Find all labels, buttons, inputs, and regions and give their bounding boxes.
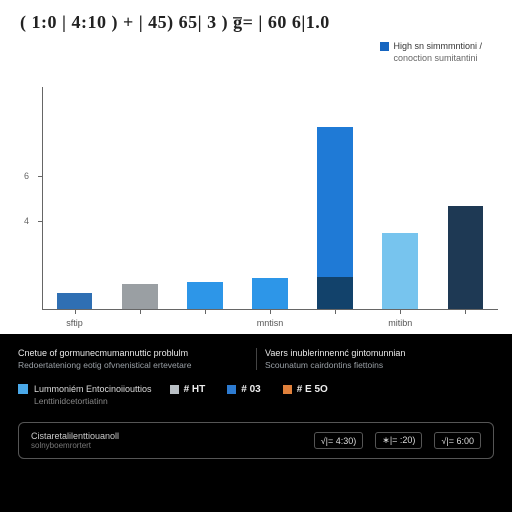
bar-base xyxy=(317,276,353,309)
bar xyxy=(382,233,418,309)
bar xyxy=(187,282,223,309)
panel-row-legend: Lummoniém Entocinoiiouttios Lenttinidcet… xyxy=(18,384,494,406)
chart-legend: High sn simmmntioni / conoction sumitant… xyxy=(380,41,482,64)
stat-label: # E 5O xyxy=(297,384,328,395)
chip-text: √|= 4:30) xyxy=(321,436,357,446)
y-tick-label: 6 xyxy=(24,171,29,181)
bar-plot: 46sftipmntisnmitibn xyxy=(42,87,498,310)
stat-swatch xyxy=(283,385,292,394)
legend2-line2: Lenttinidcetortiatinn xyxy=(18,396,152,406)
value-chip[interactable]: ∗|= :20) xyxy=(375,432,422,449)
panel-col2-header: Vaers inublerinnennć gintomunnian xyxy=(265,348,494,358)
y-axis xyxy=(42,87,43,310)
input-label-line2: solnyboemrortert xyxy=(31,441,119,450)
panel-col1-sub: Redoertateniong eotig ofvnenistical erte… xyxy=(18,360,247,370)
value-chip[interactable]: √|= 6:00 xyxy=(434,432,481,449)
panel-col-1: Cnetue of gormunecmumannuttic problulm R… xyxy=(18,348,247,370)
legend2-swatch xyxy=(18,384,28,394)
stat-item: # HT xyxy=(170,384,206,395)
stat-swatch xyxy=(227,385,236,394)
x-tick-label: mntisn xyxy=(257,318,284,328)
header-formula: ( 1:0 | 4:10 ) + | 45) 65| 3 ) g̅= | 60 … xyxy=(0,0,512,37)
chip-text: ∗|= :20) xyxy=(382,435,415,446)
legend-swatch xyxy=(380,42,389,51)
bar xyxy=(57,293,93,309)
panel-col-2: Vaers inublerinnennć gintomunnian Scouna… xyxy=(265,348,494,370)
stat-group: # HT # 03 # E 5O xyxy=(170,384,328,395)
bar xyxy=(448,206,484,309)
legend2-line1: Lummoniém Entocinoiiouttios xyxy=(34,384,152,394)
bar xyxy=(252,278,288,309)
legend-line2: conoction sumitantini xyxy=(380,53,482,65)
root: ( 1:0 | 4:10 ) + | 45) 65| 3 ) g̅= | 60 … xyxy=(0,0,512,512)
input-label-line1: Cistaretalilenttiouanoll xyxy=(31,431,119,441)
panel-col2-sub: Scounatum cairdontins fiettoins xyxy=(265,360,494,370)
input-label: Cistaretalilenttiouanoll solnyboemrorter… xyxy=(31,431,119,450)
panel-row-headings: Cnetue of gormunecmumannuttic problulm R… xyxy=(18,348,494,370)
bar xyxy=(122,284,158,309)
stat-label: # 03 xyxy=(241,384,260,395)
chip-text: √|= 6:00 xyxy=(441,436,474,446)
panel-col1-header: Cnetue of gormunecmumannuttic problulm xyxy=(18,348,247,358)
legend-line1: High sn simmmntioni / xyxy=(393,41,482,51)
bar xyxy=(317,127,353,276)
value-chip[interactable]: √|= 4:30) xyxy=(314,432,364,449)
stat-swatch xyxy=(170,385,179,394)
stat-label: # HT xyxy=(184,384,206,395)
x-tick-label: sftip xyxy=(66,318,83,328)
x-tick-label: mitibn xyxy=(388,318,412,328)
legend-secondary: Lummoniém Entocinoiiouttios Lenttinidcet… xyxy=(18,384,152,406)
input-row[interactable]: Cistaretalilenttiouanoll solnyboemrorter… xyxy=(18,422,494,459)
stat-item: # 03 xyxy=(227,384,260,395)
bottom-panel: Cnetue of gormunecmumannuttic problulm R… xyxy=(0,334,512,512)
y-tick-label: 4 xyxy=(24,216,29,226)
stat-item: # E 5O xyxy=(283,384,328,395)
chart-area: High sn simmmntioni / conoction sumitant… xyxy=(0,37,512,334)
chip-group: √|= 4:30) ∗|= :20) √|= 6:00 xyxy=(314,432,481,449)
